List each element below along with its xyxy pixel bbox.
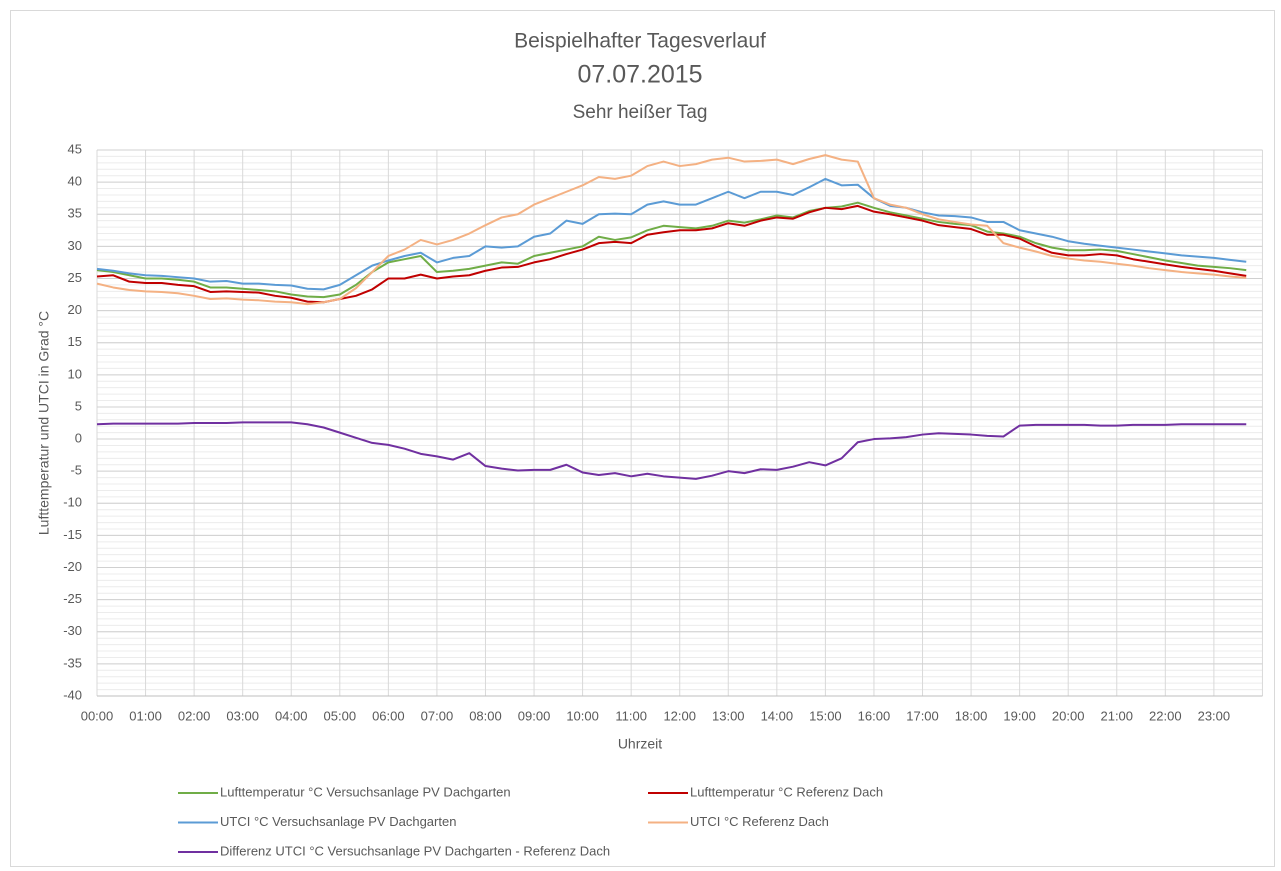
x-tick-label: 04:00 — [275, 708, 308, 723]
legend-label: UTCI °C Versuchsanlage PV Dachgarten — [220, 814, 456, 829]
x-tick-label: 11:00 — [615, 708, 647, 723]
legend-label: Lufttemperatur °C Referenz Dach — [690, 784, 883, 799]
y-tick-label: 5 — [75, 398, 82, 413]
x-tick-label: 05:00 — [324, 708, 357, 723]
y-tick-label: -35 — [63, 655, 82, 670]
x-tick-label: 16:00 — [858, 708, 891, 723]
y-tick-label: -20 — [63, 559, 82, 574]
y-tick-label: -40 — [63, 687, 82, 702]
x-tick-label: 09:00 — [518, 708, 551, 723]
x-tick-label: 12:00 — [663, 708, 696, 723]
y-tick-label: 35 — [68, 206, 82, 221]
chart-subtitle: 07.07.2015 — [577, 61, 702, 89]
x-tick-label: 18:00 — [955, 708, 988, 723]
chart-title: Beispielhafter Tagesverlauf — [514, 30, 766, 53]
legend-label: Lufttemperatur °C Versuchsanlage PV Dach… — [220, 784, 511, 799]
x-tick-label: 20:00 — [1052, 708, 1085, 723]
y-tick-label: 15 — [68, 334, 82, 349]
x-tick-label: 10:00 — [566, 708, 599, 723]
y-tick-label: -15 — [63, 527, 82, 542]
y-tick-label: 30 — [68, 238, 82, 253]
x-tick-label: 14:00 — [761, 708, 794, 723]
y-tick-label: -5 — [70, 463, 82, 478]
y-tick-label: 40 — [68, 174, 82, 189]
x-axis-label: Uhrzeit — [618, 736, 662, 752]
chart-border — [10, 10, 1275, 867]
y-tick-label: 20 — [68, 302, 82, 317]
x-tick-label: 01:00 — [129, 708, 162, 723]
x-tick-label: 06:00 — [372, 708, 405, 723]
y-tick-label: 45 — [68, 141, 82, 156]
x-tick-label: 08:00 — [469, 708, 502, 723]
x-tick-label: 03:00 — [226, 708, 259, 723]
y-tick-label: 10 — [68, 366, 82, 381]
y-axis-label: Lufttemperatur und UTCI in Grad °C — [36, 311, 52, 535]
y-tick-label: -10 — [63, 495, 82, 510]
series-line — [96, 154, 1247, 306]
x-tick-label: 19:00 — [1003, 708, 1036, 723]
x-tick-label: 07:00 — [421, 708, 454, 723]
series-line — [96, 201, 1247, 299]
y-tick-label: 25 — [68, 270, 82, 285]
chart-subtitle: Sehr heißer Tag — [573, 102, 708, 123]
x-tick-label: 00:00 — [81, 708, 114, 723]
series-line — [96, 204, 1247, 304]
x-tick-label: 02:00 — [178, 708, 211, 723]
y-tick-label: -25 — [63, 591, 82, 606]
y-tick-label: -30 — [63, 623, 82, 638]
legend-label: Differenz UTCI °C Versuchsanlage PV Dach… — [220, 843, 610, 858]
x-tick-label: 15:00 — [809, 708, 842, 723]
series-line — [96, 421, 1247, 480]
x-tick-label: 13:00 — [712, 708, 745, 723]
x-tick-label: 23:00 — [1198, 708, 1231, 723]
y-tick-label: 0 — [75, 430, 82, 445]
x-tick-label: 22:00 — [1149, 708, 1182, 723]
x-tick-label: 21:00 — [1100, 708, 1133, 723]
series-line — [96, 177, 1247, 291]
legend-label: UTCI °C Referenz Dach — [690, 814, 829, 829]
x-tick-label: 17:00 — [906, 708, 939, 723]
